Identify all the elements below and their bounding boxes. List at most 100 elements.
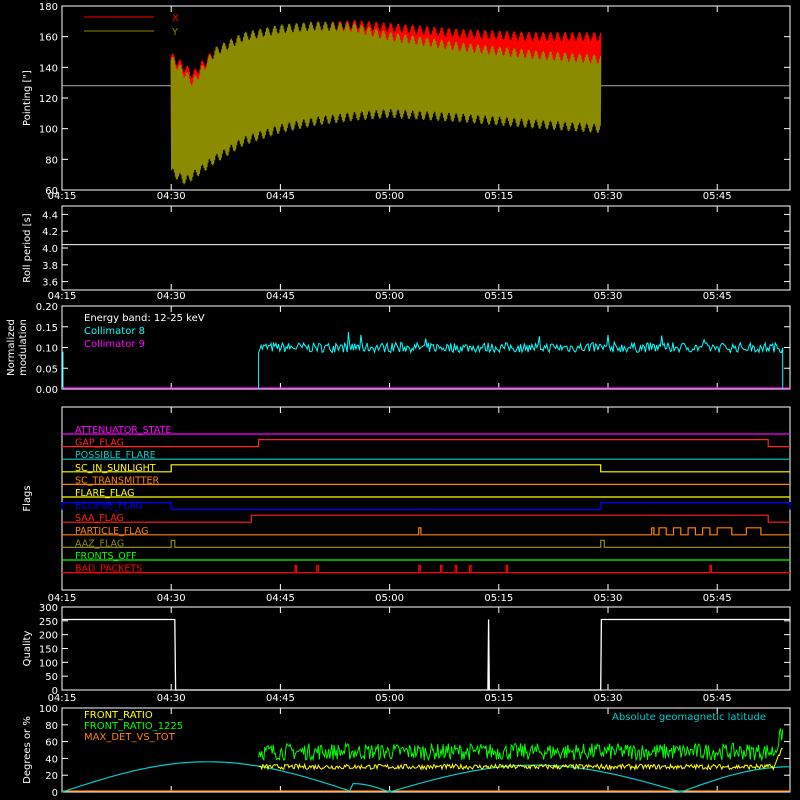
legend-label: Collimator 8: [84, 326, 145, 337]
y-tick-label: 20: [45, 771, 58, 782]
legend-label: Y: [171, 27, 179, 38]
x-tick-label: 05:45: [703, 693, 732, 704]
y-tick-label: 160: [39, 33, 58, 44]
x-tick-label: 05:15: [484, 191, 513, 202]
flag-label: GAP_FLAG: [75, 438, 124, 449]
flag-label: SC_TRANSMITTER: [75, 475, 160, 486]
y-tick-label: 100: [39, 125, 58, 136]
series-line-front-ratio: [258, 747, 783, 771]
x-tick-label: 05:30: [594, 593, 623, 604]
x-tick-label: 04:30: [157, 693, 186, 704]
y-tick-label: 200: [39, 631, 58, 642]
x-tick-label: 05:15: [484, 291, 513, 302]
y-tick-label: 0: [52, 788, 58, 799]
y-tick-label: 150: [39, 645, 58, 656]
y-tick-label: 50: [45, 672, 58, 683]
y-axis-label: Flags: [22, 485, 33, 511]
y-tick-label: 60: [45, 186, 58, 197]
x-tick-label: 05:30: [594, 191, 623, 202]
flag-label: BAD_PACKETS: [75, 564, 142, 575]
y-axis-label: Quality: [22, 631, 33, 667]
y-tick-label: 180: [39, 2, 58, 13]
x-tick-label: 05:00: [375, 291, 404, 302]
x-tick-label: 05:30: [594, 693, 623, 704]
flag-line-saa-flag: [62, 514, 790, 523]
x-tick-label: 05:15: [484, 593, 513, 604]
y-tick-label: 0.15: [36, 323, 58, 334]
legend-label: FRONT_RATIO_1225: [84, 721, 183, 732]
y-axis-label: Roll period [s]: [22, 213, 33, 282]
flag-label: FLARE_FLAG: [75, 488, 135, 499]
flag-label: AAZ_FLAG: [75, 538, 124, 549]
flag-line-eclipse-flag: [61, 502, 791, 511]
legend-label: MAX_DET_VS_TOT: [84, 732, 176, 743]
y-tick-label: 3.8: [42, 261, 58, 272]
y-tick-label: 0.05: [36, 364, 58, 375]
y-tick-label: 0.20: [36, 302, 58, 313]
x-tick-label: 05:00: [375, 693, 404, 704]
panel-frame: [61, 406, 791, 591]
x-tick-label: 04:45: [266, 291, 295, 302]
x-tick-label: 04:15: [48, 191, 77, 202]
panel-frame: [61, 707, 791, 793]
flag-line-aaz-flag: [62, 539, 790, 548]
x-tick-label: 05:00: [375, 593, 404, 604]
x-tick-label: 05:45: [703, 291, 732, 302]
y-tick-label: 250: [39, 617, 58, 628]
flag-label: FRONTS_OFF: [75, 551, 137, 562]
flag-line-gap-flag: [62, 439, 790, 448]
panel-flags: 04:15 04:30 04:45 05:00 05:15 05:30 05:45 Flags…: [22, 406, 791, 604]
flag-label: SAA_FLAG: [75, 513, 124, 524]
series-line-y: [170, 21, 602, 185]
y-tick-label: 120: [39, 94, 58, 105]
flag-label: ECLIPSE_FLAG: [75, 501, 143, 512]
flag-label: PARTICLE_FLAG: [75, 526, 148, 537]
y-tick-label: 100: [39, 658, 58, 669]
y-tick-label: 300: [39, 603, 58, 614]
quality-line: [62, 618, 790, 691]
y-tick-label: 0.10: [36, 344, 58, 355]
y-tick-label: 3.6: [42, 278, 58, 289]
y-tick-label: 100: [39, 704, 58, 715]
panel-pointing: 04:15 04:30 04:45 05:00 05:15 05:30 05:45 Point…: [22, 2, 791, 202]
series-line-front-ratio-1225: [258, 728, 784, 762]
series-line-collimator-8: [258, 331, 784, 390]
flag-line-particle-flag: [62, 527, 790, 536]
panel-quality: 04:15 04:30 04:45 05:00 05:15 05:30 05:45 Quali…: [22, 603, 791, 704]
y-axis-label: Normalizedmodulation: [6, 319, 29, 376]
y-axis-label: Degrees or %: [22, 716, 33, 784]
y-tick-label: 80: [45, 155, 58, 166]
x-tick-label: 04:30: [157, 593, 186, 604]
y-tick-label: 4.0: [42, 244, 58, 255]
legend-label: X: [172, 13, 179, 24]
flag-label: ATTENUATOR_STATE: [75, 425, 171, 436]
x-tick-label: 05:15: [484, 693, 513, 704]
y-tick-label: 4.2: [42, 227, 58, 238]
legend-label: Absolute geomagnetic latitude: [612, 712, 766, 723]
flag-label: SC_IN_SUNLIGHT: [75, 463, 156, 474]
panel-frame: [61, 205, 791, 291]
x-tick-label: 04:15: [48, 291, 77, 302]
flag-line-bad-packets: [62, 565, 790, 574]
x-tick-label: 04:45: [266, 693, 295, 704]
x-tick-label: 04:45: [266, 191, 295, 202]
panel-title: Energy band: 12-25 keV: [84, 313, 205, 324]
x-tick-label: 04:30: [157, 191, 186, 202]
x-tick-label: 04:45: [266, 593, 295, 604]
flag-line-sc-in-sunlight: [62, 464, 790, 473]
x-tick-label: 04:15: [48, 593, 77, 604]
y-tick-label: 40: [45, 754, 58, 765]
y-axis-label: Pointing ["]: [22, 70, 33, 126]
x-tick-label: 05:30: [594, 291, 623, 302]
x-tick-label: 05:45: [703, 593, 732, 604]
y-tick-label: 140: [39, 63, 58, 74]
y-tick-label: 60: [45, 738, 58, 749]
legend-label: Collimator 9: [84, 339, 145, 350]
x-tick-label: 05:00: [375, 191, 404, 202]
y-tick-label: 80: [45, 721, 58, 732]
flag-label: POSSIBLE_FLARE: [75, 450, 156, 461]
panel-modulation: Normalizedmodulation 0.00 0.05 0.10 0.15 0.20…: [6, 302, 791, 396]
panel-roll_period: 04:15 04:30 04:45 05:00 05:15 05:30 05:45 Roll …: [22, 205, 791, 302]
x-tick-label: 04:15: [48, 693, 77, 704]
